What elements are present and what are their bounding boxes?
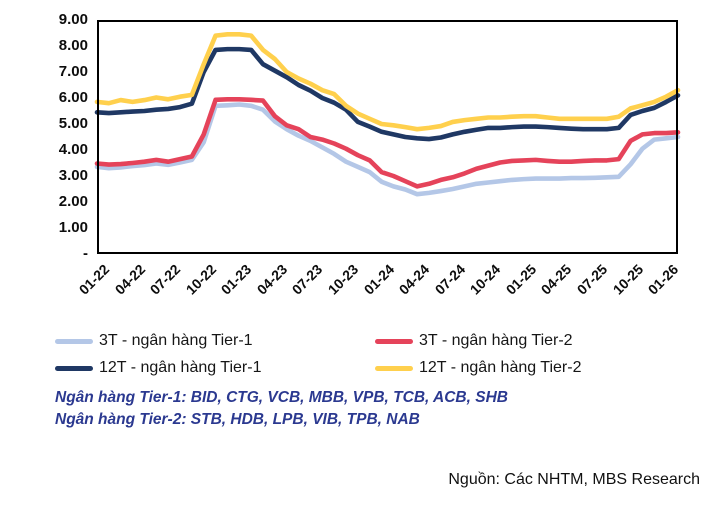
legend-label-3t-tier1: 3T - ngân hàng Tier-1 xyxy=(99,332,253,349)
legend-label-12t-tier2: 12T - ngân hàng Tier-2 xyxy=(419,359,582,376)
source-credit: Nguồn: Các NHTM, MBS Research xyxy=(448,471,700,488)
legend-item-3t-tier1: 3T - ngân hàng Tier-1 xyxy=(55,331,375,351)
y-tick-label: 1.00 xyxy=(58,219,88,236)
series-line-2 xyxy=(94,46,681,142)
legend-item-12t-tier2: 12T - ngân hàng Tier-2 xyxy=(375,358,655,378)
note-tier2-banks: Ngân hàng Tier-2: STB, HDB, LPB, VIB, TP… xyxy=(55,411,420,428)
legend-swatch-12t-tier1 xyxy=(55,365,93,371)
legend: 3T - ngân hàng Tier-1 3T - ngân hàng Tie… xyxy=(55,331,665,378)
legend-swatch-3t-tier1 xyxy=(55,338,93,344)
legend-swatch-12t-tier2 xyxy=(375,365,413,371)
y-tick-label: 3.00 xyxy=(58,167,88,184)
y-tick-label: 2.00 xyxy=(58,193,88,210)
line-chart xyxy=(94,20,681,254)
plot-border xyxy=(97,20,678,254)
y-tick-label: 6.00 xyxy=(58,89,88,106)
y-tick-label: - xyxy=(83,245,88,262)
y-tick-label: 4.00 xyxy=(58,141,88,158)
legend-label-3t-tier2: 3T - ngân hàng Tier-2 xyxy=(419,332,573,349)
legend-label-12t-tier1: 12T - ngân hàng Tier-1 xyxy=(99,359,262,376)
legend-item-3t-tier2: 3T - ngân hàng Tier-2 xyxy=(375,331,655,351)
plot-area xyxy=(94,20,681,254)
series-line-1 xyxy=(94,97,681,189)
y-tick-label: 9.00 xyxy=(58,11,88,28)
y-tick-label: 8.00 xyxy=(58,37,88,54)
note-tier1-banks: Ngân hàng Tier-1: BID, CTG, VCB, MBB, VP… xyxy=(55,389,508,406)
legend-item-12t-tier1: 12T - ngân hàng Tier-1 xyxy=(55,358,375,378)
series-line-3 xyxy=(94,32,681,132)
y-tick-label: 7.00 xyxy=(58,63,88,80)
legend-swatch-3t-tier2 xyxy=(375,338,413,344)
y-tick-label: 5.00 xyxy=(58,115,88,132)
